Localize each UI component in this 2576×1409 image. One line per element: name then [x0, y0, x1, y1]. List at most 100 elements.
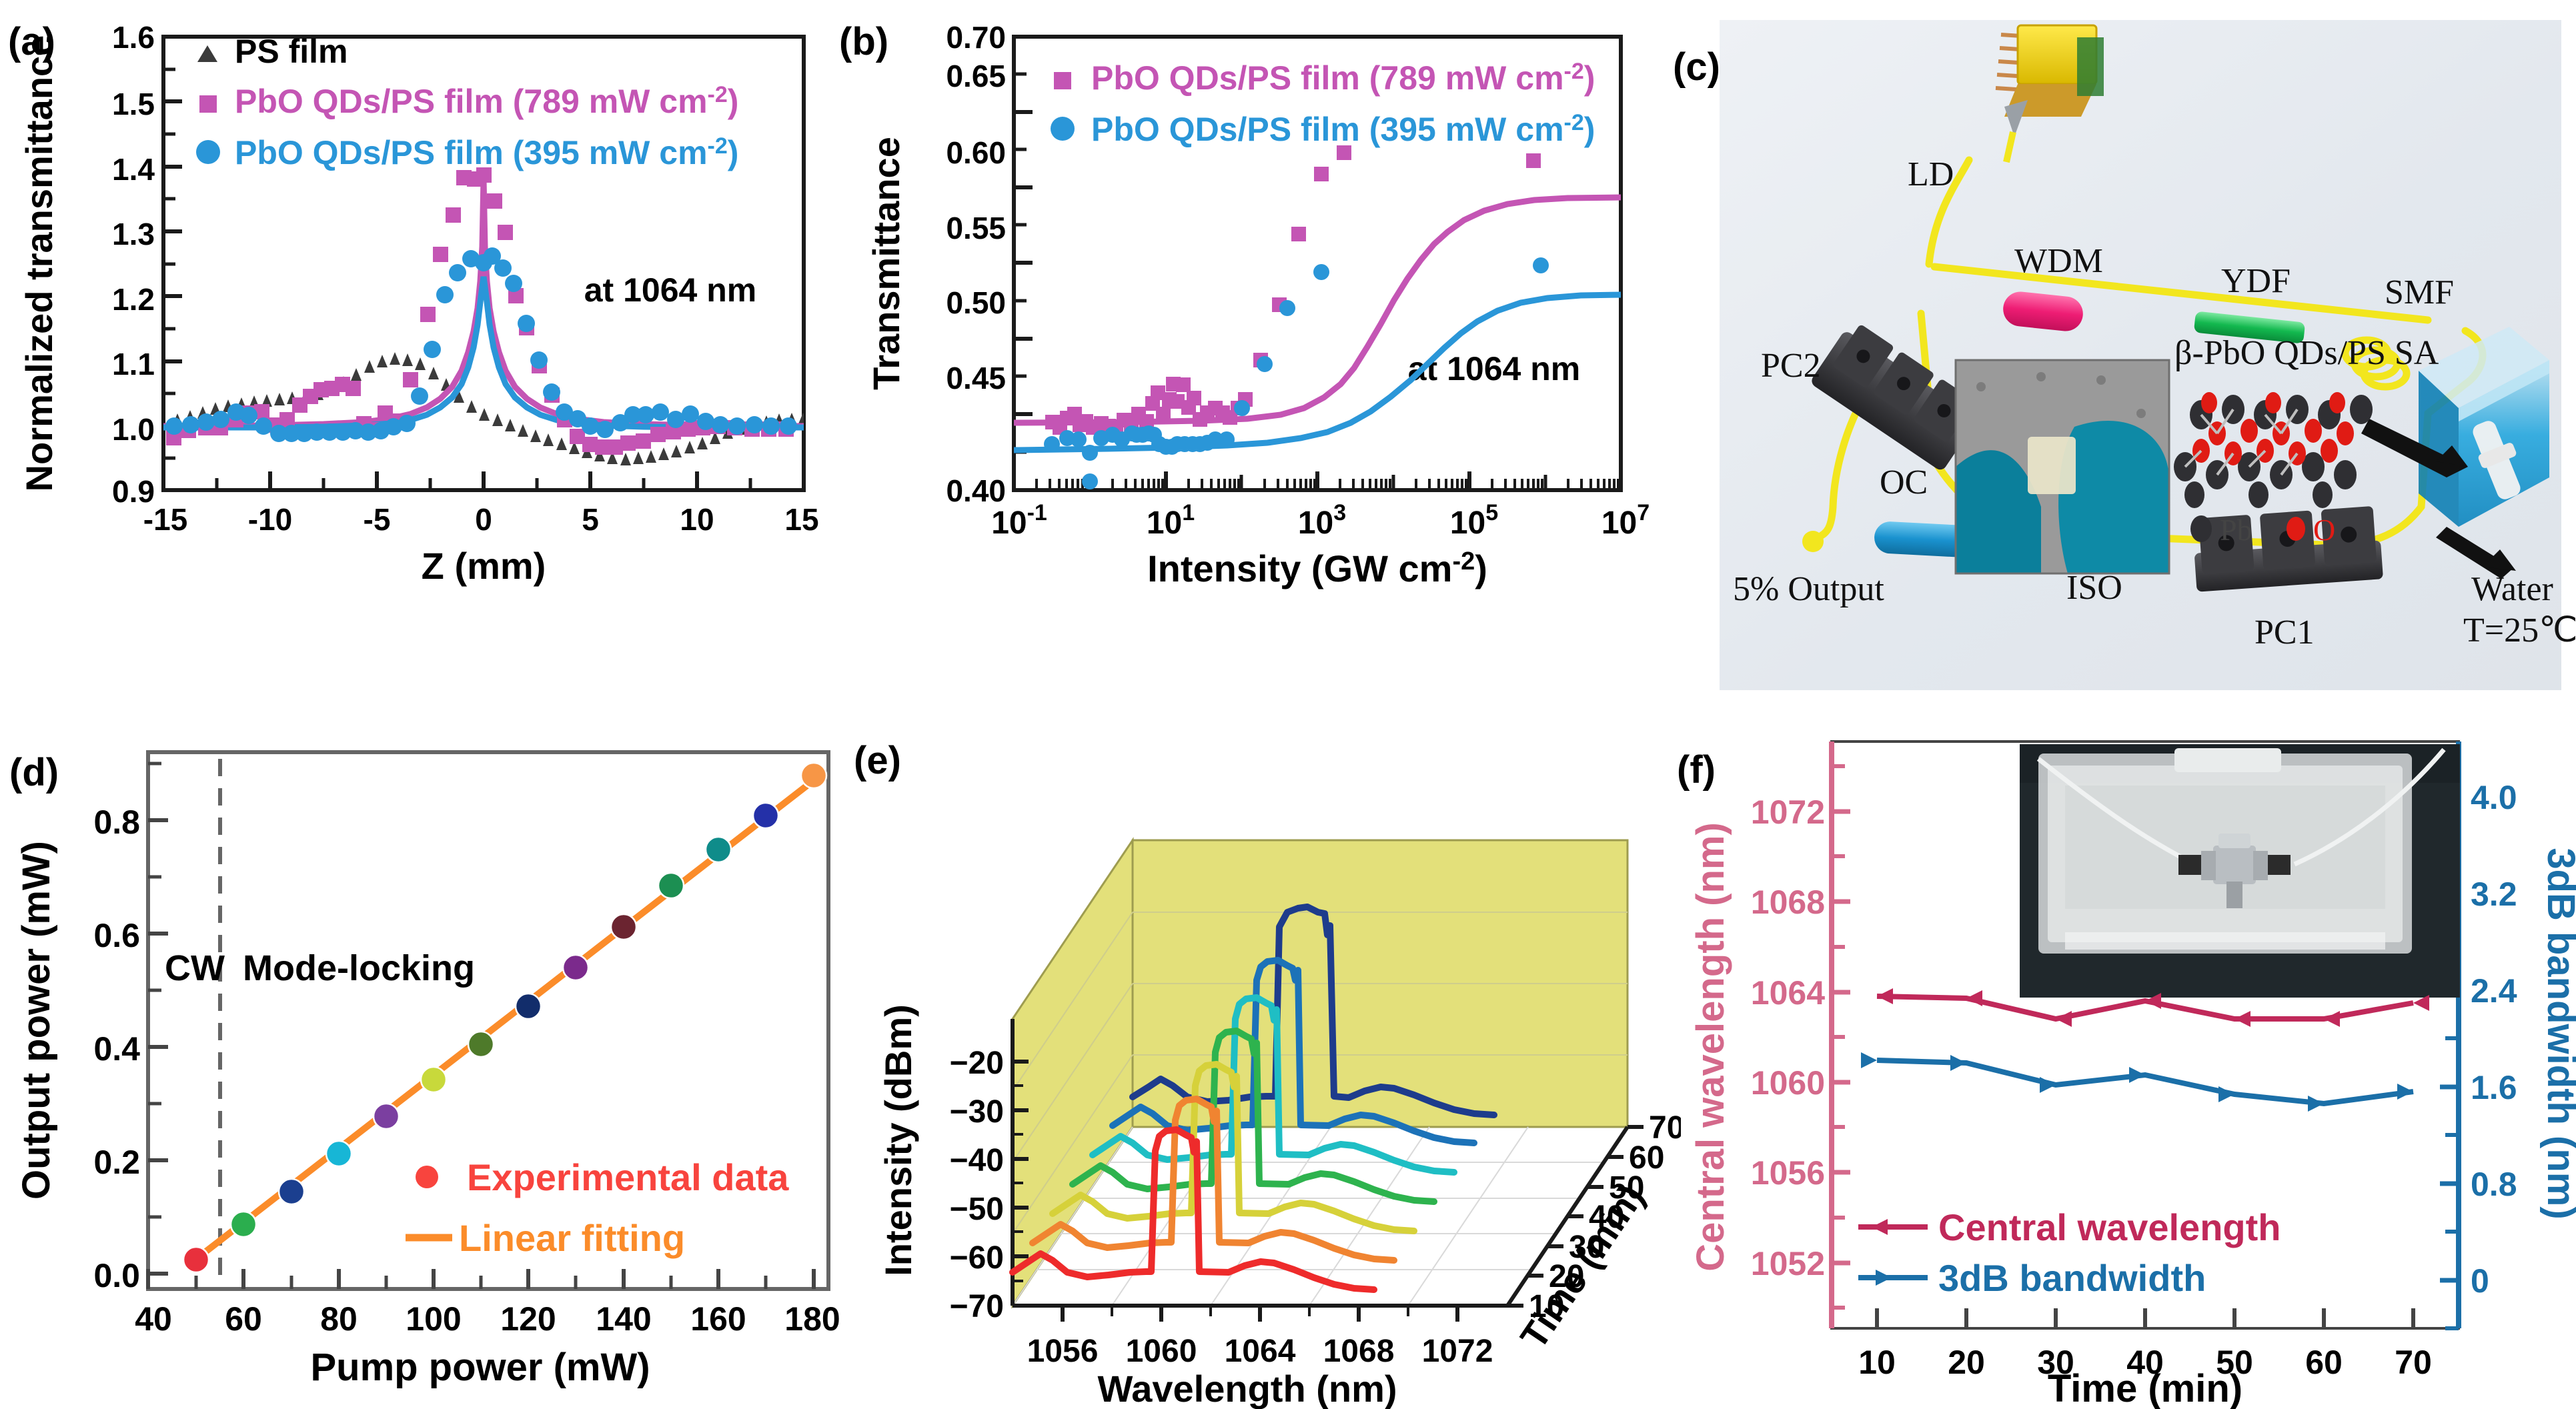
y-ticks-e: −20 −30 −40 −50 −60 −70 [950, 1046, 1029, 1324]
legend-marker-b-395 [1051, 117, 1075, 141]
svg-text:1.5: 1.5 [112, 87, 155, 121]
svg-text:1064: 1064 [1751, 974, 1825, 1012]
label-output: 5% Output [1733, 570, 1884, 608]
x-label-d: Pump power (mW) [310, 1346, 650, 1389]
arrow-to-water [2436, 527, 2516, 579]
trace-40min [1069, 1028, 1437, 1205]
svg-text:60: 60 [2305, 1344, 2343, 1381]
x-label-e: Wavelength (nm) [1097, 1368, 1397, 1409]
svg-text:−50: −50 [950, 1192, 1004, 1227]
svg-text:1.0: 1.0 [112, 412, 155, 447]
svg-text:0.65: 0.65 [946, 59, 1006, 93]
legend-marker-789 [199, 95, 217, 113]
svg-text:120: 120 [500, 1300, 556, 1338]
trace-30min [1049, 1061, 1417, 1234]
svg-text:60: 60 [225, 1300, 262, 1338]
x-axis-b [1012, 471, 1623, 490]
svg-text:0.8: 0.8 [93, 804, 140, 841]
label-ld: LD [1908, 155, 1954, 193]
svg-text:20: 20 [1549, 1259, 1584, 1294]
y-axis-b: 0.70 0.65 0.60 0.55 0.50 0.45 0.40 [946, 20, 1033, 508]
svg-text:70: 70 [2395, 1344, 2432, 1381]
legend-a: PS film PbO QDs/PS film (789 mW cm-2) Pb… [196, 33, 738, 171]
y-axis-a: 1.6 1.5 1.4 1.3 1.2 1.1 1.0 0.9 [112, 20, 182, 509]
svg-text:50: 50 [1609, 1170, 1644, 1206]
svg-text:1.6: 1.6 [2471, 1069, 2517, 1106]
svg-text:1056: 1056 [1751, 1154, 1825, 1192]
region-label-cw: CW [165, 948, 225, 988]
legend-d: Experimental data Linear fitting [406, 1156, 789, 1259]
data-area-a [163, 167, 804, 465]
svg-text:40: 40 [135, 1300, 172, 1338]
svg-text:−40: −40 [950, 1143, 1004, 1178]
svg-text:10: 10 [1858, 1344, 1896, 1381]
pb-atom-icon [2190, 515, 2212, 542]
y-label-e: Intensity (dBm) [877, 1004, 919, 1276]
wdm-device [2003, 291, 2083, 331]
y-label-right-f: 3dB bandwidth (nm) [2539, 848, 2576, 1219]
fit-curve-magenta-b [1014, 194, 1621, 426]
svg-text:101: 101 [1147, 500, 1195, 541]
legend-f: Central wavelength 3dB bandwidth [1858, 1206, 2281, 1299]
y-label-a: Normalized transmittance [18, 35, 60, 492]
panel-a: (a) 1.6 1.5 1.4 1.3 1.2 1.1 1.0 0.9 -15 … [0, 0, 860, 700]
panel-e-label: (e) [854, 739, 901, 782]
x-axis-a: -15 -10 -5 0 5 10 15 [143, 471, 819, 537]
panel-f-label: (f) [1677, 748, 1716, 792]
y-label-b: Transmittance [865, 137, 907, 390]
y-label-left-f: Central wavelength (nm) [1689, 822, 1732, 1272]
pc1-device [2194, 506, 2383, 592]
x-label-f: Time (min) [2048, 1367, 2242, 1409]
label-sa: β-PbO QDs/PS SA [2174, 334, 2439, 372]
svg-text:0.2: 0.2 [93, 1144, 140, 1181]
svg-text:103: 103 [1298, 500, 1346, 541]
label-oc: OC [1880, 463, 1928, 501]
svg-text:60: 60 [1629, 1140, 1664, 1176]
plot-frame-d [146, 750, 830, 1291]
svg-text:-5: -5 [364, 502, 391, 537]
water-tank [2419, 327, 2549, 527]
svg-text:80: 80 [320, 1300, 358, 1338]
pc2-device [1812, 325, 1976, 470]
svg-text:5: 5 [582, 502, 599, 537]
ld-device [1995, 24, 2104, 163]
y-axis-left-f: 1072 1068 1064 1060 1056 1052 [1751, 764, 1850, 1310]
series-395 [165, 247, 797, 442]
label-ydf: YDF [2221, 262, 2291, 300]
svg-text:10: 10 [680, 502, 714, 537]
svg-text:0.6: 0.6 [93, 917, 140, 954]
legend-b: PbO QDs/PS film (789 mW cm-2) PbO QDs/PS… [1051, 59, 1595, 148]
svg-text:1.6: 1.6 [112, 20, 155, 55]
legend-label-ps-film: PS film [235, 33, 348, 70]
legend-label-789: PbO QDs/PS film (789 mW cm-2) [235, 82, 738, 120]
svg-text:1.4: 1.4 [112, 152, 155, 187]
svg-text:100: 100 [406, 1300, 461, 1338]
trace-10min [1009, 1126, 1377, 1293]
legend-label-o: O [2313, 513, 2335, 547]
legend-label-central-wavelength: Central wavelength [1938, 1206, 2281, 1248]
x-tick-labels-b: 10-1 101 103 105 107 [991, 500, 1650, 541]
svg-text:105: 105 [1450, 500, 1498, 541]
legend-label-experimental: Experimental data [467, 1156, 789, 1198]
svg-text:30: 30 [1569, 1230, 1604, 1265]
svg-text:50: 50 [2216, 1344, 2253, 1381]
x-label-a: Z (mm) [422, 545, 546, 587]
svg-text:2.4: 2.4 [2471, 972, 2517, 1010]
legend-label-b-395: PbO QDs/PS film (395 mW cm-2) [1091, 110, 1595, 148]
legend-label-fitting: Linear fitting [459, 1217, 685, 1259]
svg-text:0.0: 0.0 [93, 1257, 140, 1294]
svg-text:0.70: 0.70 [946, 20, 1006, 55]
svg-text:0.45: 0.45 [946, 361, 1006, 395]
svg-text:180: 180 [784, 1300, 840, 1338]
series-b-395 [1044, 257, 1549, 489]
svg-text:−60: −60 [950, 1240, 1004, 1276]
svg-text:40: 40 [2126, 1344, 2164, 1381]
panel-a-label: (a) [8, 20, 55, 63]
series-3db-bandwidth-f [1861, 1052, 2414, 1112]
data-points-d [182, 762, 828, 1274]
legend-label-pb: Pb [2220, 513, 2252, 547]
y-axis-d: 0.8 0.6 0.4 0.2 0.0 [93, 762, 168, 1294]
svg-text:160: 160 [690, 1300, 746, 1338]
svg-text:1.2: 1.2 [112, 282, 155, 317]
